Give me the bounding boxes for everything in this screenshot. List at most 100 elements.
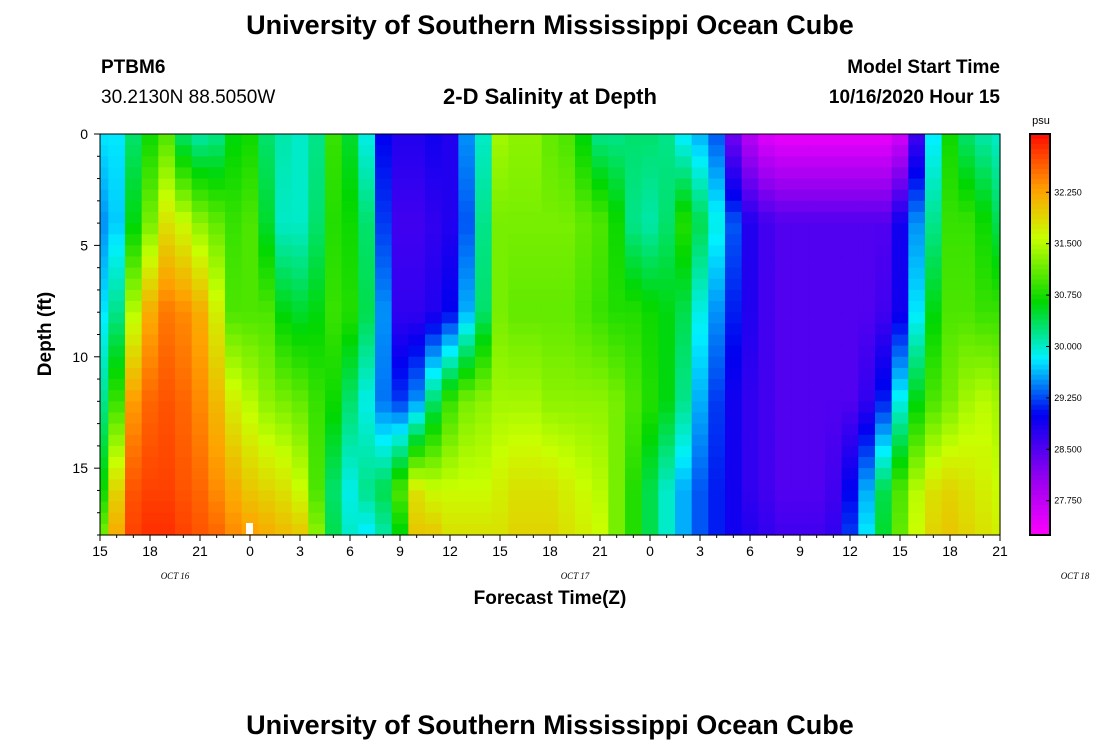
heatmap-cell xyxy=(241,445,259,458)
heatmap-cell xyxy=(991,423,1001,436)
heatmap-cell xyxy=(675,323,693,336)
heatmap-cell xyxy=(491,367,509,380)
heatmap-cell xyxy=(100,468,109,480)
heatmap-cell xyxy=(441,178,459,191)
heatmap-cell xyxy=(758,412,776,425)
heatmap-cell xyxy=(725,256,743,269)
date-label: OCT 16 xyxy=(161,571,190,581)
heatmap-cell xyxy=(275,134,293,146)
heatmap-cell xyxy=(258,234,276,246)
heatmap-cell xyxy=(141,312,159,324)
heatmap-cell xyxy=(808,367,826,380)
heatmap-cell xyxy=(575,134,593,146)
heatmap-cell xyxy=(958,468,976,480)
heatmap-cell xyxy=(358,189,376,202)
heatmap-cell xyxy=(625,278,643,291)
heatmap-cell xyxy=(758,234,776,246)
heatmap-cell xyxy=(575,512,593,525)
heatmap-cell xyxy=(541,301,559,313)
heatmap-cell xyxy=(891,356,909,369)
heatmap-cell xyxy=(708,234,726,246)
heatmap-cell xyxy=(575,323,593,336)
heatmap-cell xyxy=(291,211,309,224)
heatmap-cell xyxy=(175,367,193,380)
heatmap-cell xyxy=(341,211,359,224)
heatmap-cell xyxy=(908,345,926,358)
heatmap-cell xyxy=(841,289,859,302)
heatmap-cell xyxy=(958,267,976,280)
heatmap-cell xyxy=(125,490,143,503)
heatmap-cell xyxy=(641,256,659,269)
heatmap-cell xyxy=(941,167,959,180)
heatmap-cell xyxy=(141,301,159,313)
heatmap-cell xyxy=(625,390,643,402)
heatmap-cell xyxy=(425,379,443,391)
heatmap-cell xyxy=(525,178,543,191)
heatmap-cell xyxy=(908,468,926,480)
heatmap-cell xyxy=(508,156,526,169)
heatmap-cell xyxy=(991,367,1001,380)
heatmap-cell xyxy=(175,490,193,503)
heatmap-cell xyxy=(725,134,743,146)
heatmap-cell xyxy=(741,356,759,369)
heatmap-cell xyxy=(241,323,259,336)
heatmap-cell xyxy=(241,356,259,369)
heatmap-cell xyxy=(158,323,176,336)
heatmap-cell xyxy=(158,457,176,469)
heatmap-cell xyxy=(958,457,976,469)
heatmap-cell xyxy=(225,289,243,302)
heatmap-cell xyxy=(841,189,859,202)
colorbar-tick-label: 30.750 xyxy=(1054,290,1082,300)
heatmap-cell xyxy=(308,434,326,447)
heatmap-cell xyxy=(891,390,909,402)
heatmap-cell xyxy=(991,189,1001,202)
heatmap-cell xyxy=(141,512,159,525)
heatmap-cell xyxy=(391,267,409,280)
heatmap-cell xyxy=(991,301,1001,313)
heatmap-cell xyxy=(325,134,343,146)
heatmap-cell xyxy=(608,301,626,313)
heatmap-cell xyxy=(675,512,693,525)
heatmap-cell xyxy=(208,501,226,514)
heatmap-cell xyxy=(425,490,443,503)
heatmap-cell xyxy=(691,200,709,213)
heatmap-cell xyxy=(975,457,993,469)
heatmap-cell xyxy=(825,401,843,414)
heatmap-cell xyxy=(525,479,543,492)
heatmap-cell xyxy=(775,445,793,458)
heatmap-cell xyxy=(675,501,693,514)
x-tick-label: 21 xyxy=(192,543,208,559)
heatmap-cell xyxy=(741,334,759,347)
heatmap-cell xyxy=(775,167,793,180)
heatmap-cell xyxy=(908,134,926,146)
heatmap-cell xyxy=(491,412,509,425)
heatmap-cell xyxy=(608,479,626,492)
heatmap-cell xyxy=(625,501,643,514)
heatmap-cell xyxy=(441,211,459,224)
heatmap-cell xyxy=(558,490,576,503)
heatmap-cell xyxy=(508,289,526,302)
heatmap-cell xyxy=(375,423,393,436)
heatmap-cell xyxy=(791,468,809,480)
heatmap-cell xyxy=(275,379,293,391)
heatmap-cell xyxy=(791,401,809,414)
colorbar-step xyxy=(1030,509,1050,516)
heatmap-cell xyxy=(725,223,743,235)
heatmap-cell xyxy=(758,401,776,414)
heatmap-cell xyxy=(991,312,1001,324)
heatmap-cell xyxy=(525,490,543,503)
heatmap-cell xyxy=(191,134,209,146)
heatmap-cell xyxy=(558,167,576,180)
colorbar-step xyxy=(1030,354,1050,361)
heatmap-cell xyxy=(308,189,326,202)
heatmap-cell xyxy=(875,200,893,213)
colorbar-step xyxy=(1030,434,1050,441)
heatmap-cell xyxy=(491,445,509,458)
heatmap-cell xyxy=(625,312,643,324)
heatmap-cell xyxy=(991,323,1001,336)
heatmap-cell xyxy=(858,278,876,291)
heatmap-cell xyxy=(458,523,476,536)
heatmap-cell xyxy=(941,401,959,414)
heatmap-cell xyxy=(791,301,809,313)
heatmap-cell xyxy=(125,423,143,436)
